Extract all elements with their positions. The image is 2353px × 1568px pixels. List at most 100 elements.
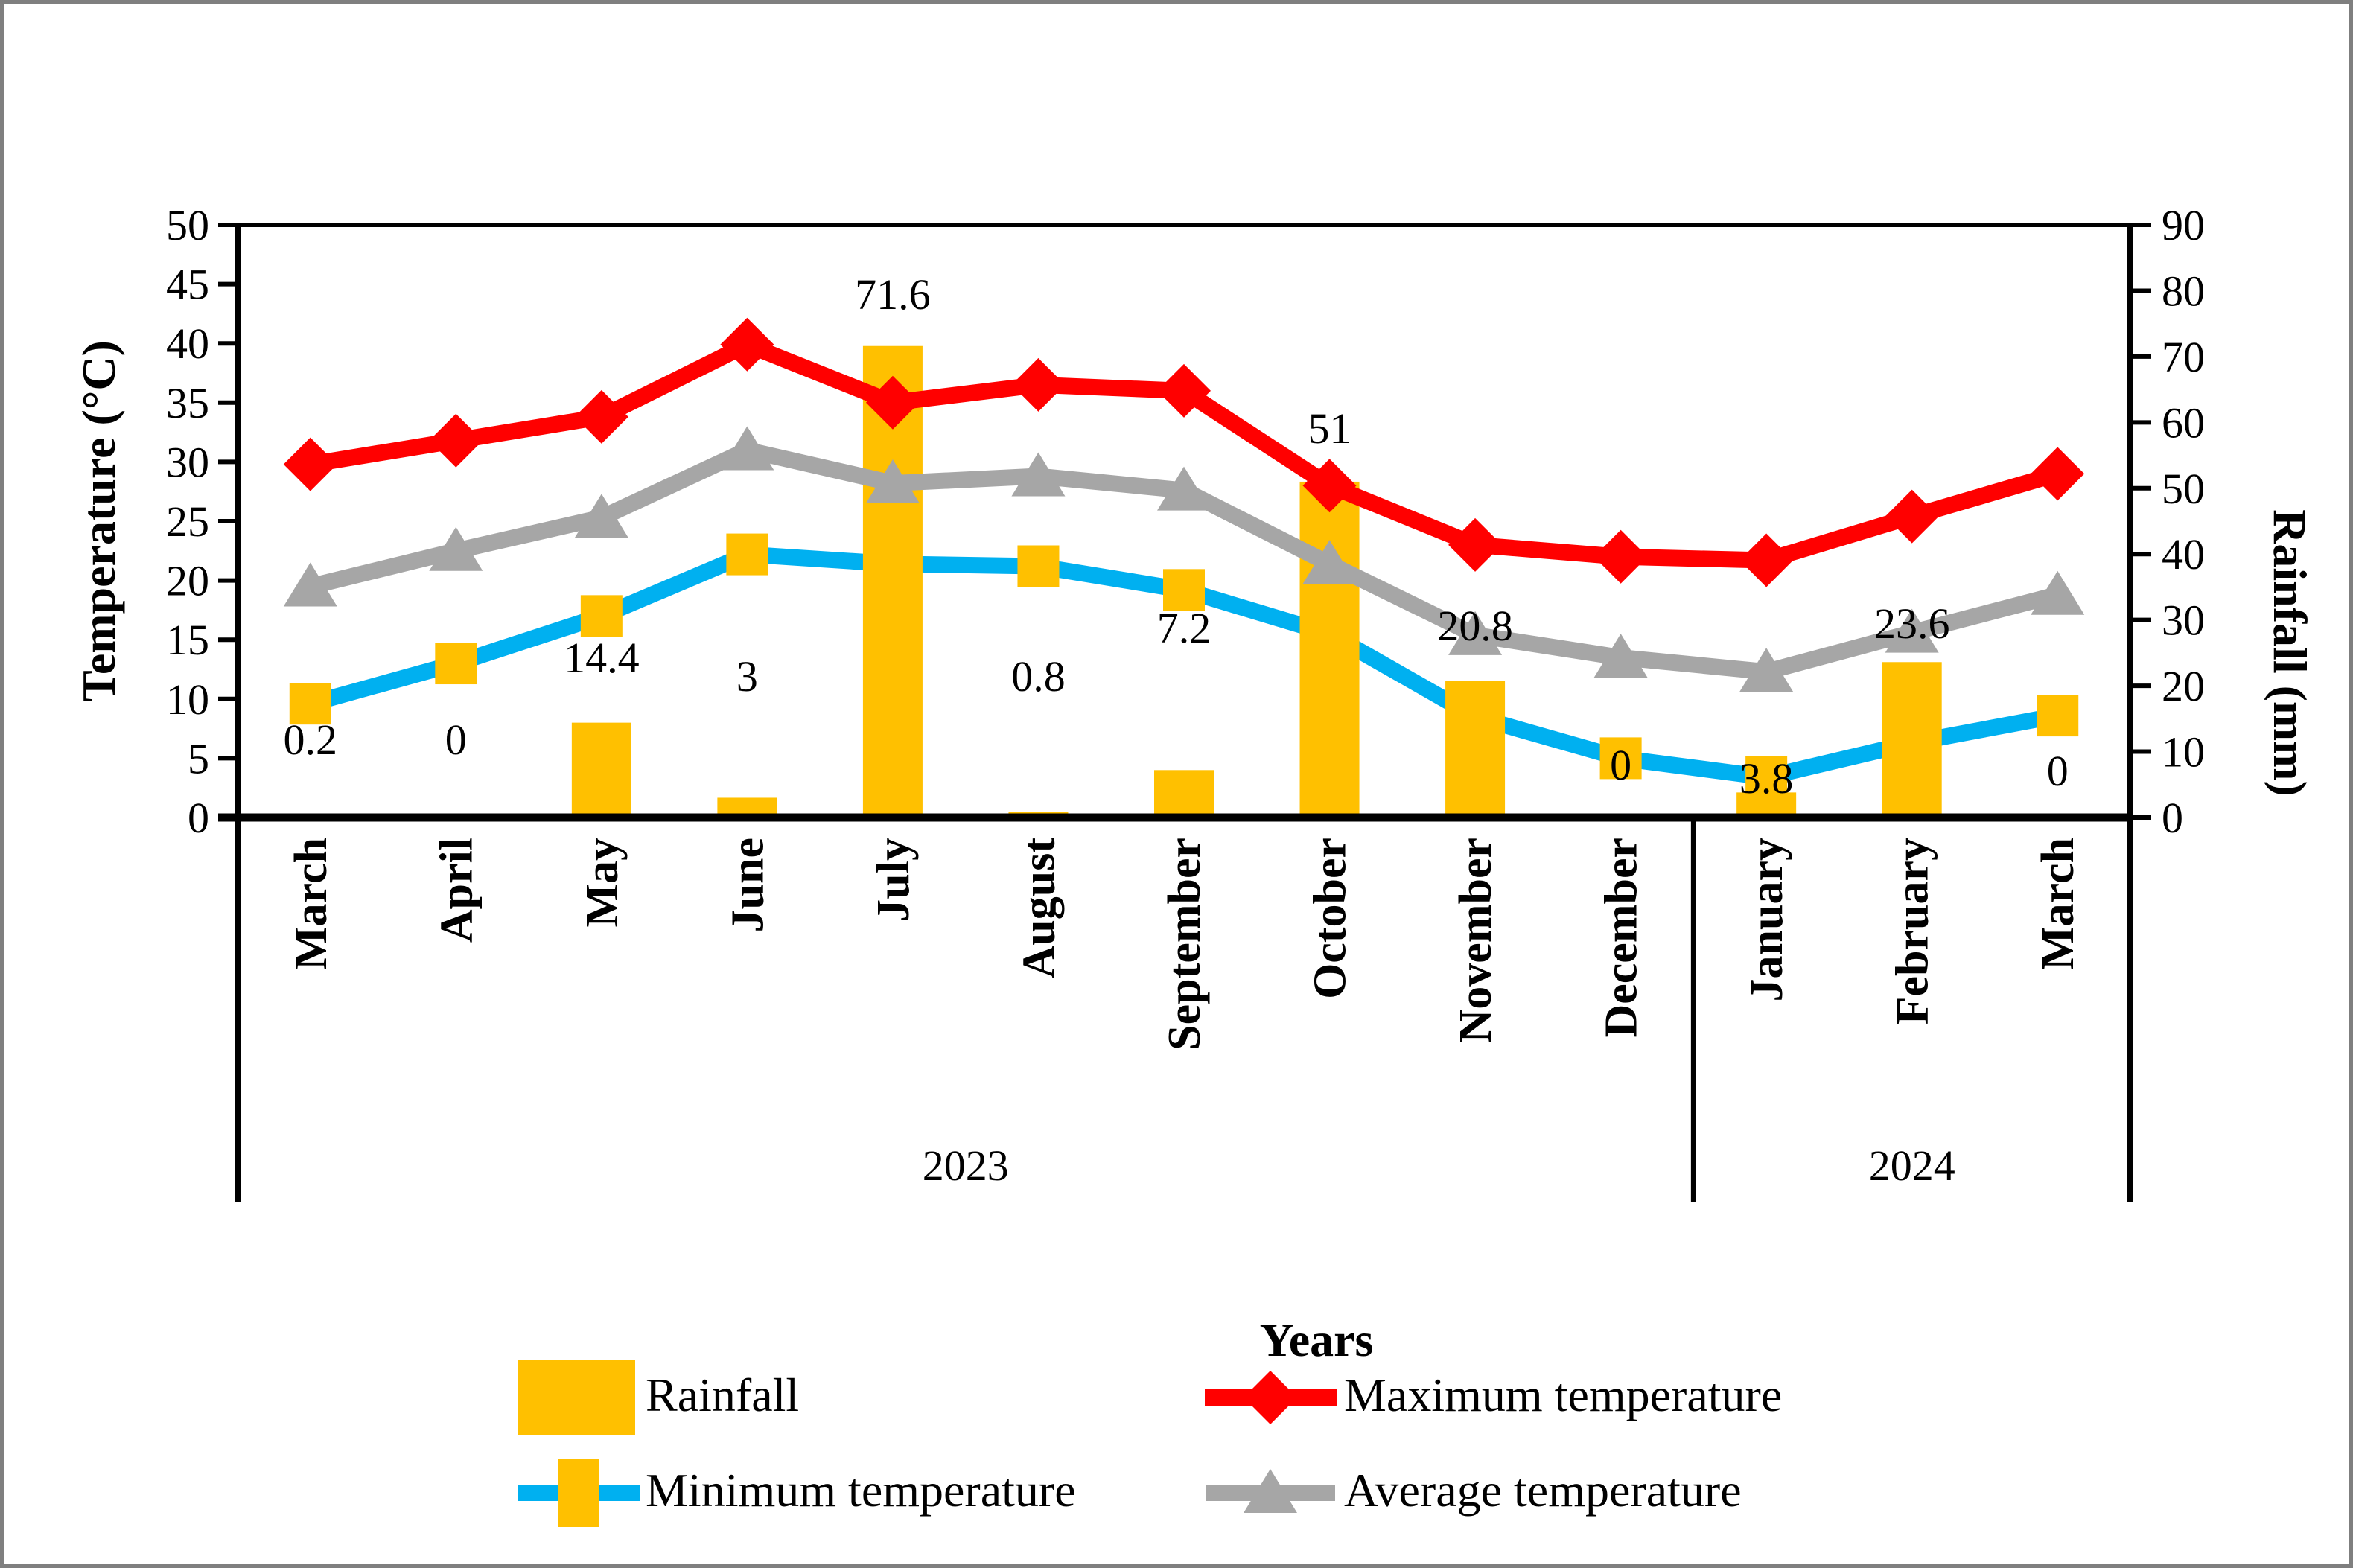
- legend-marker-maximum-temperature-diamond: [1244, 1371, 1297, 1424]
- rainfall-bar: [1445, 681, 1506, 818]
- maximum-temperature-marker: [1739, 533, 1794, 587]
- year-label: 2024: [1869, 1141, 1955, 1190]
- month-label: March: [2033, 838, 2083, 970]
- minimum-temperature-marker: [1163, 569, 1205, 611]
- rainfall-data-label: 0.8: [1011, 652, 1066, 701]
- legend-label-average-temperature: Average temperature: [1344, 1464, 1742, 1517]
- rainfall-data-label: 14.4: [564, 634, 640, 682]
- average-temperature-marker: [1593, 634, 1648, 678]
- rainfall-data-label: 0: [1610, 741, 1631, 789]
- rainfall-data-label: 0: [445, 716, 467, 764]
- average-temperature-marker: [1011, 452, 1066, 497]
- right-axis-tick-label: 0: [2162, 794, 2183, 842]
- right-axis-tick-label: 40: [2162, 530, 2205, 579]
- left-axis-tick-label: 5: [188, 734, 209, 783]
- rainfall-data-label: 7.2: [1157, 604, 1211, 652]
- maximum-temperature-marker: [2031, 447, 2085, 501]
- month-label: September: [1159, 838, 1210, 1051]
- rainfall-bar: [1299, 481, 1360, 818]
- month-label: June: [722, 838, 773, 932]
- month-label: February: [1888, 838, 1938, 1024]
- minimum-temperature-marker: [1599, 737, 1642, 780]
- average-temperature-marker: [1157, 466, 1211, 511]
- minimum-temperature-marker: [289, 683, 331, 725]
- left-axis-tick-label: 20: [166, 557, 209, 605]
- right-axis-tick-label: 20: [2162, 662, 2205, 710]
- rainfall-data-label: 23.6: [1874, 599, 1950, 648]
- rainfall-bar: [571, 722, 631, 818]
- rainfall-data-label: 0.2: [284, 716, 338, 764]
- maximum-temperature-marker: [283, 437, 337, 491]
- maximum-temperature-marker: [574, 389, 628, 444]
- month-label: October: [1305, 838, 1356, 999]
- rainfall-bar: [1882, 662, 1942, 818]
- rainfall-data-label: 3.8: [1739, 754, 1794, 803]
- left-axis-tick-label: 10: [166, 675, 209, 724]
- maximum-temperature-marker: [429, 413, 483, 468]
- rainfall-bar: [1736, 792, 1797, 818]
- right-axis-tick-label: 70: [2162, 333, 2205, 381]
- average-temperature-marker: [574, 494, 628, 538]
- average-temperature-marker: [2031, 570, 2085, 615]
- right-axis-tick-label: 10: [2162, 728, 2205, 777]
- minimum-temperature-marker: [435, 643, 477, 685]
- right-axis-title: Rainfall (mm): [2264, 509, 2317, 797]
- month-label: May: [577, 838, 628, 928]
- month-label: November: [1451, 838, 1501, 1042]
- left-axis-tick-label: 30: [166, 438, 209, 486]
- maximum-temperature-marker: [1885, 489, 1939, 544]
- average-temperature-marker: [1885, 608, 1939, 653]
- left-axis-tick-label: 50: [166, 201, 209, 249]
- legend-marker-average-temperature-triangle: [1244, 1469, 1297, 1513]
- average-temperature-marker: [720, 426, 774, 471]
- month-label: August: [1013, 838, 1064, 979]
- legend-label-rainfall: Rainfall: [646, 1368, 800, 1422]
- legend-marker-rainfall: [518, 1360, 635, 1435]
- minimum-temperature-marker: [1745, 756, 1788, 798]
- right-axis-tick-label: 90: [2162, 201, 2205, 249]
- average-temperature-marker: [429, 526, 483, 571]
- combo-chart-canvas: 0510152025303540455001020304050607080900…: [166, 201, 2205, 1527]
- right-axis-tick-label: 60: [2162, 398, 2205, 447]
- x-axis-title: Years: [1259, 1313, 1374, 1366]
- month-label: April: [431, 838, 482, 943]
- left-axis-tick-label: 0: [188, 794, 209, 842]
- legend-marker-minimum-temperature-square: [558, 1459, 599, 1527]
- rainfall-bar: [1154, 770, 1214, 818]
- maximum-temperature-marker: [720, 317, 774, 372]
- right-axis-tick-label: 80: [2162, 267, 2205, 315]
- average-temperature-marker: [1739, 648, 1794, 692]
- rainfall-data-label: 71.6: [855, 270, 931, 319]
- maximum-temperature-marker: [865, 375, 920, 430]
- left-axis-tick-label: 35: [166, 379, 209, 427]
- minimum-temperature-marker: [1017, 545, 1060, 587]
- average-temperature-marker: [1302, 540, 1357, 584]
- right-axis-tick-label: 50: [2162, 465, 2205, 513]
- average-temperature-marker: [865, 459, 920, 504]
- minimum-temperature-marker: [580, 595, 623, 637]
- left-axis-title: Temperature (°C): [72, 340, 125, 702]
- month-label: July: [868, 838, 919, 922]
- month-label: January: [1742, 838, 1792, 1001]
- maximum-temperature-marker: [1448, 517, 1503, 572]
- left-axis-tick-label: 40: [166, 319, 209, 368]
- average-temperature-marker: [1448, 611, 1503, 655]
- left-axis-tick-label: 15: [166, 616, 209, 664]
- year-label: 2023: [923, 1141, 1009, 1190]
- maximum-temperature-marker: [1011, 357, 1066, 412]
- maximum-temperature-marker: [1157, 363, 1211, 418]
- maximum-temperature-marker: [1593, 529, 1648, 584]
- left-axis-tick-label: 25: [166, 497, 209, 546]
- rainfall-data-label: 0: [2047, 747, 2069, 795]
- legend-label-maximum-temperature: Maximum temperature: [1344, 1368, 1783, 1422]
- rainfall-data-label: 51: [1308, 404, 1351, 453]
- average-temperature-marker: [283, 562, 337, 607]
- month-label: March: [286, 838, 337, 970]
- minimum-temperature-marker: [726, 533, 768, 576]
- minimum-temperature-marker: [2037, 695, 2079, 737]
- legend-label-minimum-temperature: Minimum temperature: [646, 1464, 1076, 1517]
- rainfall-data-label: 3: [736, 652, 758, 701]
- right-axis-tick-label: 30: [2162, 596, 2205, 645]
- left-axis-tick-label: 45: [166, 261, 209, 309]
